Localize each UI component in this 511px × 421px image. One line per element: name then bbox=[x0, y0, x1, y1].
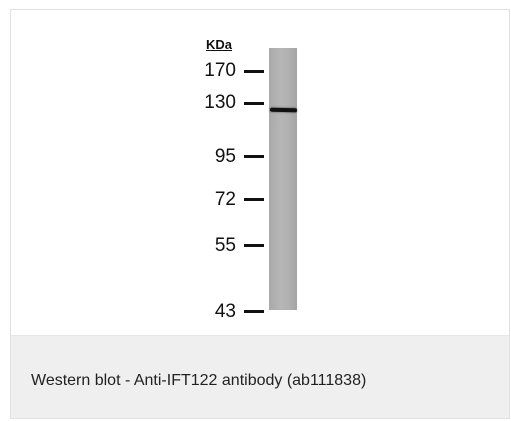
marker-label-55: 55 bbox=[214, 235, 236, 256]
marker-tick-55 bbox=[244, 244, 264, 247]
protein-band bbox=[269, 107, 298, 113]
marker-label-95: 95 bbox=[214, 146, 236, 167]
marker-label-170: 170 bbox=[204, 60, 236, 81]
marker-label-43: 43 bbox=[214, 301, 236, 322]
figure-card: KDa 170 130 95 72 55 43 Western blot - A… bbox=[10, 9, 510, 419]
marker-tick-72 bbox=[244, 198, 264, 201]
caption-area: Western blot - Anti-IFT122 antibody (ab1… bbox=[11, 335, 509, 418]
marker-tick-130 bbox=[244, 102, 264, 105]
marker-tick-43 bbox=[244, 310, 264, 313]
marker-label-130: 130 bbox=[204, 92, 236, 113]
western-blot-image: KDa 170 130 95 72 55 43 bbox=[11, 10, 509, 335]
marker-tick-170 bbox=[244, 70, 264, 73]
marker-label-72: 72 bbox=[214, 189, 236, 210]
caption-text: Western blot - Anti-IFT122 antibody (ab1… bbox=[31, 372, 367, 389]
marker-tick-95 bbox=[244, 155, 264, 158]
blot-lane bbox=[269, 48, 297, 310]
unit-label: KDa bbox=[206, 37, 233, 52]
